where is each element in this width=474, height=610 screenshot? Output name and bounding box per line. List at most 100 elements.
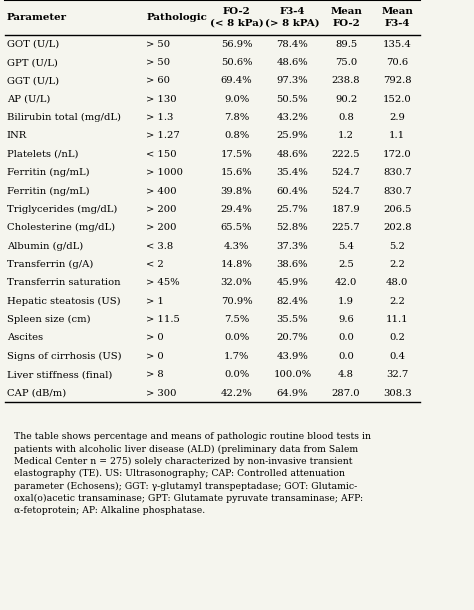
- Text: Hepatic steatosis (US): Hepatic steatosis (US): [7, 296, 120, 306]
- Text: 70.6: 70.6: [386, 58, 408, 67]
- Text: > 200: > 200: [146, 205, 177, 214]
- Text: > 45%: > 45%: [146, 278, 180, 287]
- Text: GOT (U/L): GOT (U/L): [7, 40, 59, 49]
- Text: 48.6%: 48.6%: [277, 58, 308, 67]
- Text: Platelets (/nL): Platelets (/nL): [7, 150, 78, 159]
- Text: 172.0: 172.0: [383, 150, 411, 159]
- Text: 11.1: 11.1: [386, 315, 409, 324]
- Text: Mean
FO-2: Mean FO-2: [330, 7, 362, 27]
- Text: 524.7: 524.7: [332, 187, 360, 196]
- Text: 32.7: 32.7: [386, 370, 408, 379]
- Text: 5.2: 5.2: [389, 242, 405, 251]
- Text: Cholesterine (mg/dL): Cholesterine (mg/dL): [7, 223, 115, 232]
- Text: 0.4: 0.4: [389, 352, 405, 361]
- Text: 78.4%: 78.4%: [277, 40, 308, 49]
- Text: 7.5%: 7.5%: [224, 315, 249, 324]
- Text: 64.9%: 64.9%: [277, 389, 308, 398]
- Text: < 3.8: < 3.8: [146, 242, 173, 251]
- Text: 2.5: 2.5: [338, 260, 354, 269]
- Text: 0.0: 0.0: [338, 352, 354, 361]
- Text: 1.1: 1.1: [389, 132, 405, 140]
- Text: Ferritin (ng/mL): Ferritin (ng/mL): [7, 168, 89, 178]
- Text: 830.7: 830.7: [383, 168, 411, 178]
- Text: 42.0: 42.0: [335, 278, 357, 287]
- Text: > 200: > 200: [146, 223, 177, 232]
- Text: 17.5%: 17.5%: [221, 150, 252, 159]
- Text: GPT (U/L): GPT (U/L): [7, 58, 57, 67]
- Text: > 400: > 400: [146, 187, 177, 196]
- Text: FO-2
(< 8 kPa): FO-2 (< 8 kPa): [210, 7, 264, 27]
- Text: 2.2: 2.2: [389, 260, 405, 269]
- Text: > 50: > 50: [146, 40, 171, 49]
- Text: 48.0: 48.0: [386, 278, 409, 287]
- Text: < 150: < 150: [146, 150, 177, 159]
- Text: Albumin (g/dL): Albumin (g/dL): [7, 242, 83, 251]
- Text: GGT (U/L): GGT (U/L): [7, 76, 59, 85]
- Text: 308.3: 308.3: [383, 389, 411, 398]
- Text: > 50: > 50: [146, 58, 171, 67]
- Text: 287.0: 287.0: [332, 389, 360, 398]
- Text: Parameter: Parameter: [7, 13, 67, 22]
- Text: 35.4%: 35.4%: [277, 168, 308, 178]
- Text: 50.5%: 50.5%: [277, 95, 308, 104]
- Text: 100.0%: 100.0%: [273, 370, 311, 379]
- Text: 65.5%: 65.5%: [221, 223, 252, 232]
- Text: 1.7%: 1.7%: [224, 352, 249, 361]
- Text: > 0: > 0: [146, 352, 164, 361]
- Text: < 2: < 2: [146, 260, 164, 269]
- Text: 202.8: 202.8: [383, 223, 411, 232]
- Text: Bilirubin total (mg/dL): Bilirubin total (mg/dL): [7, 113, 121, 122]
- Text: INR: INR: [7, 132, 27, 140]
- Text: 39.8%: 39.8%: [221, 187, 252, 196]
- Text: 222.5: 222.5: [332, 150, 360, 159]
- Text: The table shows percentage and means of pathologic routine blood tests in
patien: The table shows percentage and means of …: [14, 432, 371, 515]
- Text: > 60: > 60: [146, 76, 171, 85]
- Text: 238.8: 238.8: [332, 76, 360, 85]
- Text: 25.9%: 25.9%: [277, 132, 308, 140]
- Text: > 1: > 1: [146, 296, 164, 306]
- Text: 43.2%: 43.2%: [277, 113, 308, 122]
- Text: Spleen size (cm): Spleen size (cm): [7, 315, 90, 324]
- Text: 2.9: 2.9: [389, 113, 405, 122]
- Text: > 1.3: > 1.3: [146, 113, 174, 122]
- Text: 42.2%: 42.2%: [221, 389, 252, 398]
- Text: > 11.5: > 11.5: [146, 315, 180, 324]
- Text: 225.7: 225.7: [332, 223, 360, 232]
- Text: 25.7%: 25.7%: [277, 205, 308, 214]
- Text: Ferritin (ng/mL): Ferritin (ng/mL): [7, 187, 89, 196]
- Text: AP (U/L): AP (U/L): [7, 95, 50, 104]
- Text: > 1.27: > 1.27: [146, 132, 180, 140]
- Text: > 130: > 130: [146, 95, 177, 104]
- Text: 0.8: 0.8: [338, 113, 354, 122]
- Text: Ascites: Ascites: [7, 334, 43, 342]
- Text: Transferrin (g/A): Transferrin (g/A): [7, 260, 93, 269]
- Text: 0.0: 0.0: [338, 334, 354, 342]
- Text: 90.2: 90.2: [335, 95, 357, 104]
- Text: 97.3%: 97.3%: [277, 76, 308, 85]
- Text: 135.4: 135.4: [383, 40, 411, 49]
- Text: 524.7: 524.7: [332, 168, 360, 178]
- Text: > 0: > 0: [146, 334, 164, 342]
- Text: Pathologic: Pathologic: [146, 13, 207, 22]
- Text: 206.5: 206.5: [383, 205, 411, 214]
- Text: 1.9: 1.9: [338, 296, 354, 306]
- Text: Signs of cirrhosis (US): Signs of cirrhosis (US): [7, 352, 121, 361]
- Text: Transferrin saturation: Transferrin saturation: [7, 278, 120, 287]
- Text: 0.0%: 0.0%: [224, 334, 249, 342]
- Text: 43.9%: 43.9%: [277, 352, 308, 361]
- Text: 1.2: 1.2: [338, 132, 354, 140]
- Text: 7.8%: 7.8%: [224, 113, 249, 122]
- Text: F3-4
(> 8 kPA): F3-4 (> 8 kPA): [265, 7, 320, 27]
- Text: 14.8%: 14.8%: [220, 260, 253, 269]
- Text: 38.6%: 38.6%: [277, 260, 308, 269]
- Text: 69.4%: 69.4%: [221, 76, 252, 85]
- Text: 20.7%: 20.7%: [277, 334, 308, 342]
- Text: 792.8: 792.8: [383, 76, 411, 85]
- Text: Liver stiffness (final): Liver stiffness (final): [7, 370, 112, 379]
- Text: 37.3%: 37.3%: [277, 242, 308, 251]
- Text: 2.2: 2.2: [389, 296, 405, 306]
- Text: 82.4%: 82.4%: [277, 296, 308, 306]
- Text: > 8: > 8: [146, 370, 164, 379]
- Text: 0.0%: 0.0%: [224, 370, 249, 379]
- Text: Mean
F3-4: Mean F3-4: [381, 7, 413, 27]
